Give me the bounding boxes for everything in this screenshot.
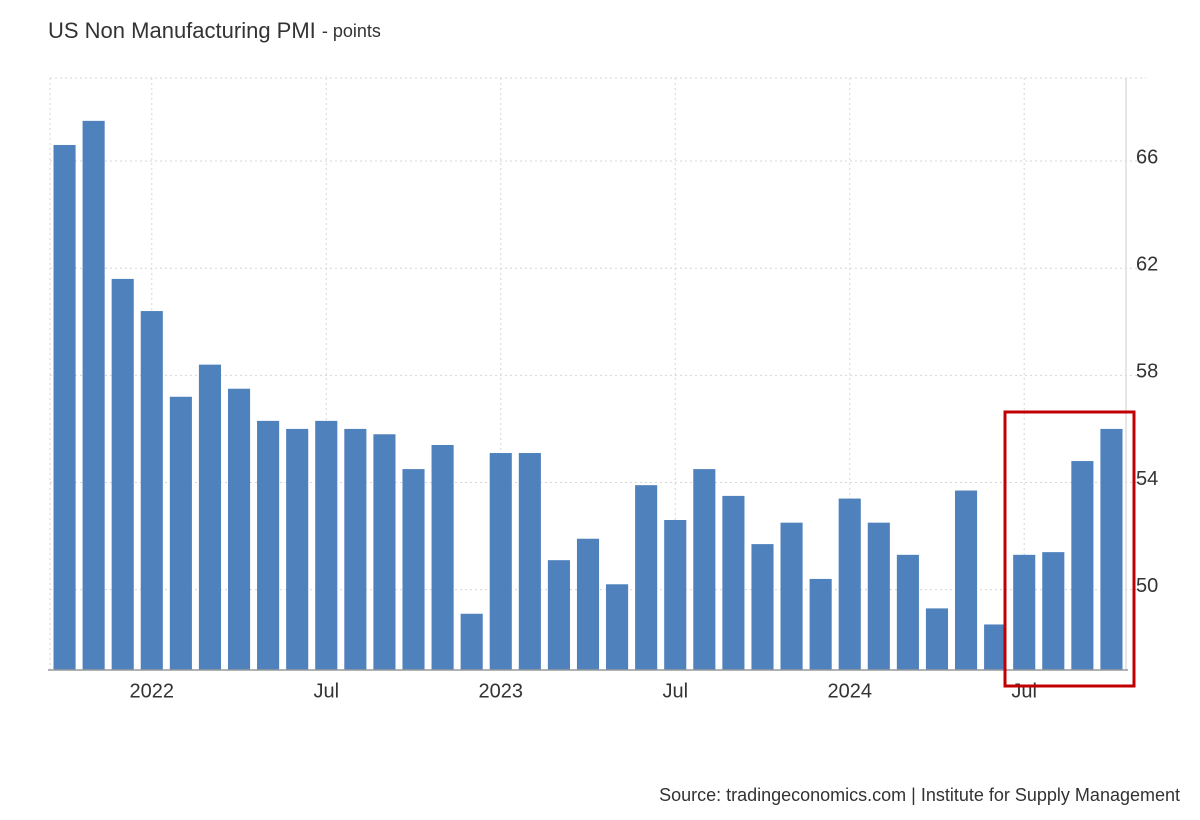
x-tick-label: 2024 — [827, 680, 872, 702]
bar — [518, 453, 541, 670]
bar — [1100, 428, 1123, 670]
y-tick-label: 58 — [1136, 361, 1158, 383]
bar — [227, 388, 251, 670]
bar — [286, 428, 309, 670]
bar — [140, 311, 163, 670]
y-tick-label: 50 — [1136, 575, 1158, 597]
bar — [547, 560, 570, 670]
bar — [489, 453, 512, 670]
x-tick-label: 2023 — [479, 680, 524, 702]
bar — [344, 428, 367, 670]
bar — [111, 278, 134, 670]
bar — [809, 578, 832, 670]
marks: 50 54 58 62 66 2022 Jul 2023 Jul 2024 Jul — [50, 78, 1158, 702]
bar — [257, 420, 280, 670]
bar — [984, 624, 1007, 670]
highlight-box — [1003, 410, 1136, 688]
bar — [664, 519, 687, 670]
x-tick-label: Jul — [313, 680, 339, 702]
bar — [1042, 552, 1065, 670]
bar — [751, 544, 774, 670]
bar — [198, 364, 221, 670]
bar — [53, 144, 76, 670]
chart-title: US Non Manufacturing PMI - points — [48, 18, 381, 43]
subtitle: - points — [322, 21, 381, 41]
bar — [402, 469, 425, 670]
y-tick-label: 66 — [1136, 146, 1158, 168]
bar — [431, 444, 454, 670]
bar — [315, 420, 338, 670]
bar — [460, 613, 483, 670]
y-tick-label: 54 — [1136, 468, 1158, 490]
x-tick-label: Jul — [662, 680, 688, 702]
bar — [780, 522, 803, 670]
bar — [635, 485, 658, 670]
bar — [1013, 554, 1036, 670]
bar — [838, 498, 861, 670]
bar — [867, 522, 890, 670]
bar — [576, 538, 600, 670]
bar — [169, 396, 192, 670]
bar — [925, 608, 949, 670]
bar — [896, 554, 919, 670]
source: Source: tradingeconomics.com | Institute… — [659, 785, 1180, 805]
bar — [1071, 461, 1094, 670]
bar — [722, 495, 745, 670]
bar — [955, 490, 978, 670]
x-tick-label: Jul — [1011, 680, 1037, 702]
bar — [373, 434, 396, 670]
bar — [606, 584, 629, 670]
y-tick-label: 62 — [1136, 253, 1158, 275]
bar — [693, 469, 716, 670]
bar — [82, 120, 105, 670]
title: US Non Manufacturing PMI — [48, 18, 316, 43]
x-tick-label: 2022 — [130, 680, 175, 702]
